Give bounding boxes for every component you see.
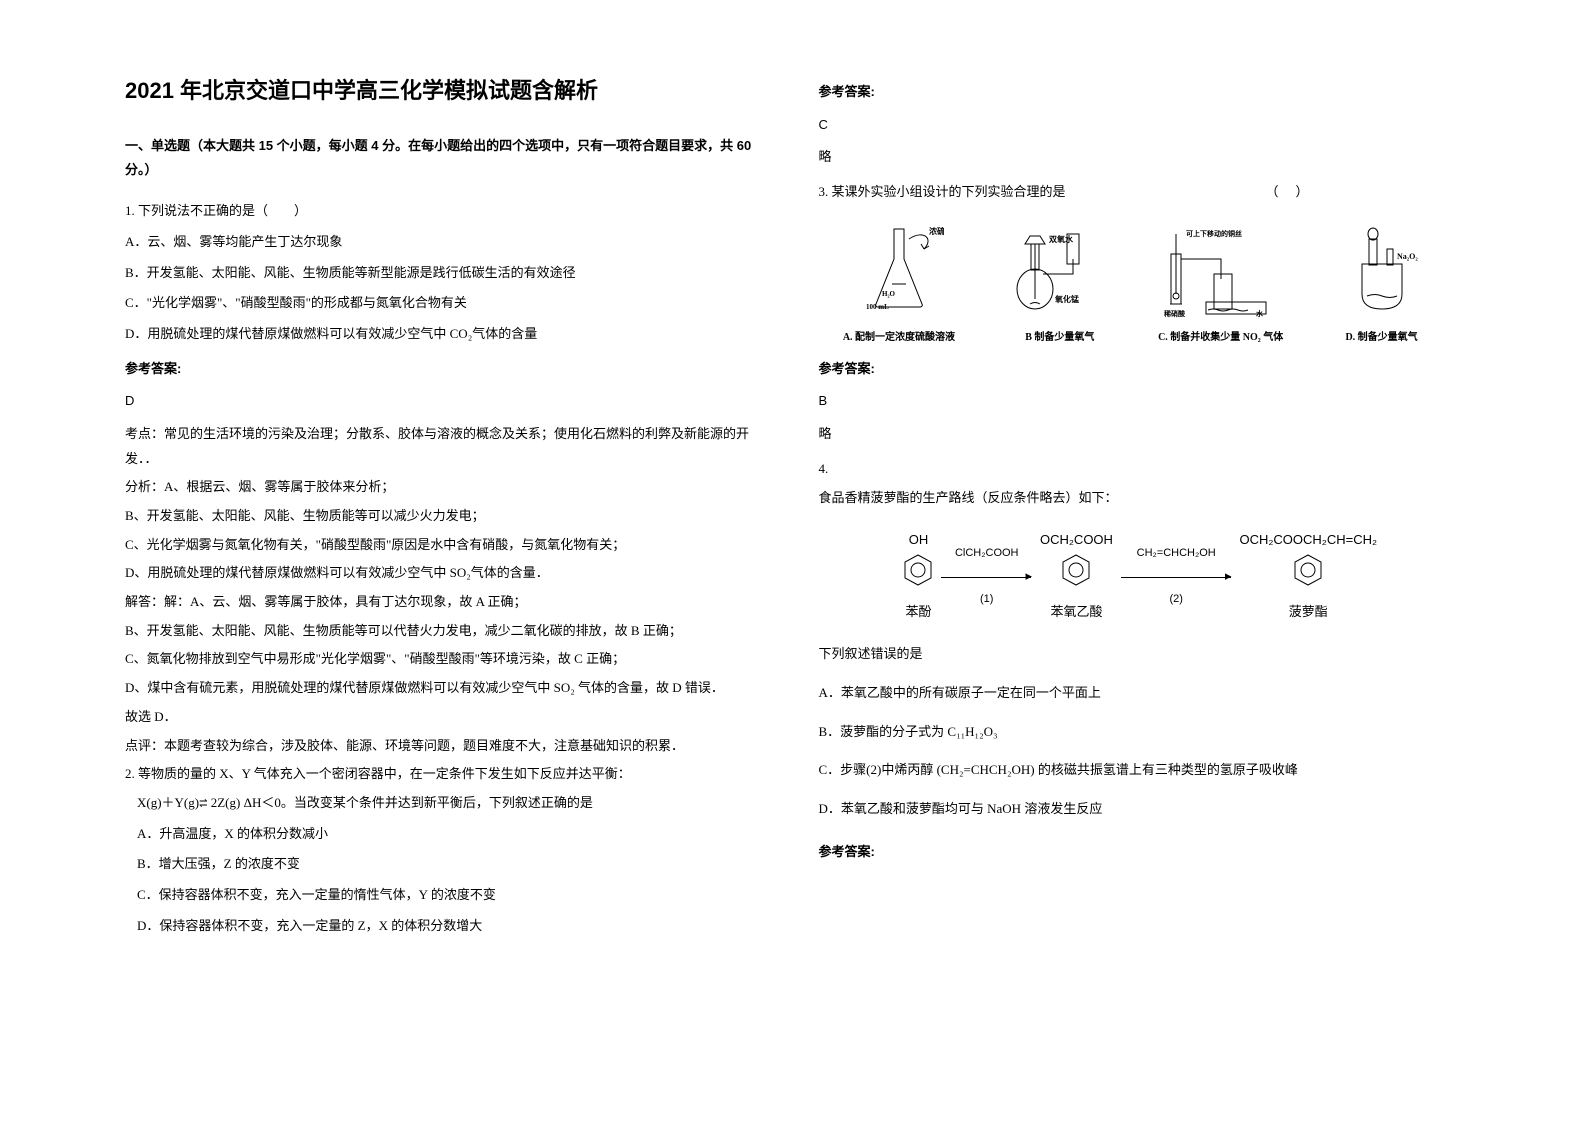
q1-opt-b: B．开发氢能、太阳能、风能、生物质能等新型能源是践行低碳生活的有效途径 xyxy=(125,261,769,286)
q2-eqn-post: 2Z(g) ΔH＜0。当改变某个条件并达到新平衡后，下列叙述正确的是 xyxy=(207,795,592,810)
phenol-molecule: OH 苯酚 xyxy=(903,528,933,624)
q2-answer-label: 参考答案: xyxy=(819,80,1463,105)
q4-opt-c: C．步骤(2)中烯丙醇 (CH₂=CHCH₂OH) 的核磁共振氢谱上有三种类型的… xyxy=(819,758,1463,783)
q3-diag-a: 浓硫酸 H₂O 100 mL A. 配制一定浓度硫酸溶液 xyxy=(834,224,964,347)
page-title: 2021 年北京交道口中学高三化学模拟试题含解析 xyxy=(125,70,769,112)
q3-diagram-set: 浓硫酸 H₂O 100 mL A. 配制一定浓度硫酸溶液 双氧水 氧化锰 B 制… xyxy=(819,217,1463,347)
phenol-name: 苯酚 xyxy=(903,600,933,625)
q4-stem: 食品香精菠萝酯的生产路线（反应条件略去）如下： xyxy=(819,486,1463,511)
step2-num: (2) xyxy=(1169,589,1182,610)
q4-num: 4. xyxy=(819,457,1463,482)
q1-exp-2: 分析：A、根据云、烟、雾等属于胶体来分析； xyxy=(125,475,769,500)
q3-diag-d-label: D. 制备少量氧气 xyxy=(1345,328,1417,347)
q2-opt-b: B．增大压强，Z 的浓度不变 xyxy=(137,852,769,877)
q3-answer: B xyxy=(819,389,1463,414)
q1-exp-1: 考点：常见的生活环境的污染及治理；分散系、胶体与溶液的概念及关系；使用化石燃料的… xyxy=(125,422,769,471)
q4-opt-b: B．菠萝酯的分子式为 C₁₁H₁₂O₃ xyxy=(819,720,1463,745)
q1-exp-11: 点评：本题考查较为综合，涉及胶体、能源、环境等问题，题目难度不大，注意基础知识的… xyxy=(125,734,769,759)
q2-equation: X(g)＋Y(g)⇀↽ 2Z(g) ΔH＜0。当改变某个条件并达到新平衡后，下列… xyxy=(137,791,769,816)
q4-reaction-scheme: OH 苯酚 ClCH₂COOH ▸ (1) OCH₂COOH 苯氧乙酸 CH₂=… xyxy=(819,528,1463,624)
svg-text:100 mL: 100 mL xyxy=(866,303,889,311)
svg-text:氧化锰: 氧化锰 xyxy=(1054,294,1079,304)
q1-exp-5: D、用脱硫处理的煤代替原煤做燃料可以有效减少空气中 SO₂气体的含量． xyxy=(125,561,769,586)
q3-stem-text: 3. 某课外实验小组设计的下列实验合理的是 xyxy=(819,184,1066,199)
ester-substituent: OCH₂COOCH₂CH=CH₂ xyxy=(1239,528,1377,553)
q3-paren: （ ） xyxy=(1266,184,1311,199)
phenoxy-name: 苯氧乙酸 xyxy=(1040,600,1113,625)
svg-text:水: 水 xyxy=(1256,309,1264,318)
q1-stem: 1. 下列说法不正确的是（ ） xyxy=(125,199,769,224)
q3-diag-b: 双氧水 氧化锰 B 制备少量氧气 xyxy=(995,224,1125,347)
reaction-arrow-2: CH₂=CHCH₂OH ▸ (2) xyxy=(1121,543,1232,609)
q2-skip: 略 xyxy=(819,145,1463,170)
q4-question: 下列叙述错误的是 xyxy=(819,642,1463,667)
phenol-substituent: OH xyxy=(903,528,933,553)
benzene-ring-icon xyxy=(1293,553,1323,587)
volumetric-flask-icon: 浓硫酸 H₂O 100 mL xyxy=(854,224,944,324)
svg-text:Na₂O₂: Na₂O₂ xyxy=(1397,252,1418,261)
q1-exp-3: B、开发氢能、太阳能、风能、生物质能等可以减少火力发电； xyxy=(125,504,769,529)
q1-exp-8: C、氮氧化物排放到空气中易形成"光化学烟雾"、"硝酸型酸雨"等环境污染，故 C … xyxy=(125,647,769,672)
svg-text:浓硫酸: 浓硫酸 xyxy=(929,226,944,236)
svg-text:稀硝酸: 稀硝酸 xyxy=(1164,309,1186,318)
q1-answer-label: 参考答案: xyxy=(125,357,769,382)
svg-text:H₂O: H₂O xyxy=(882,290,896,298)
q1-answer: D xyxy=(125,389,769,414)
q3-diag-b-label: B 制备少量氧气 xyxy=(1025,328,1094,347)
phenoxyacetic-molecule: OCH₂COOH 苯氧乙酸 xyxy=(1040,528,1113,624)
q1-exp-9: D、煤中含有硫元素，用脱硫处理的煤代替原煤做燃料可以有效减少空气中 SO₂ 气体… xyxy=(125,676,769,701)
q2-opt-c: C．保持容器体积不变，充入一定量的惰性气体，Y 的浓度不变 xyxy=(137,883,769,908)
benzene-ring-icon xyxy=(903,553,933,587)
ester-name: 菠萝酯 xyxy=(1239,600,1377,625)
q3-diag-a-label: A. 配制一定浓度硫酸溶液 xyxy=(843,328,955,347)
q2-eqn-pre: X(g)＋Y(g) xyxy=(137,795,199,810)
step1-num: (1) xyxy=(980,589,993,610)
q1-opt-d: D．用脱硫处理的煤代替原煤做燃料可以有效减少空气中 CO₂气体的含量 xyxy=(125,322,769,347)
step1-reagent: ClCH₂COOH xyxy=(955,543,1019,564)
svg-text:可上下移动的铜丝: 可上下移动的铜丝 xyxy=(1186,229,1242,238)
q2-opt-d: D．保持容器体积不变，充入一定量的 Z，X 的体积分数增大 xyxy=(137,914,769,939)
section-intro: 一、单选题（本大题共 15 个小题，每小题 4 分。在每小题给出的四个选项中，只… xyxy=(125,134,769,183)
q4-answer-label: 参考答案: xyxy=(819,840,1463,865)
benzene-ring-icon xyxy=(1061,553,1091,587)
q1-exp-6: 解答：解：A、云、烟、雾等属于胶体，具有丁达尔现象，故 A 正确； xyxy=(125,590,769,615)
q2-opt-a: A．升高温度，X 的体积分数减小 xyxy=(137,822,769,847)
q4-opt-d: D．苯氧乙酸和菠萝酯均可与 NaOH 溶液发生反应 xyxy=(819,797,1463,822)
flask-dropper-icon: Na₂O₂ xyxy=(1337,224,1427,324)
q1-exp-10: 故选 D． xyxy=(125,705,769,730)
q2-stem: 2. 等物质的量的 X、Y 气体充入一个密闭容器中，在一定条件下发生如下反应并达… xyxy=(125,762,769,787)
q3-diag-c: 可上下移动的铜丝 稀硝酸 水 C. 制备并收集少量 NO₂ 气体 xyxy=(1156,224,1286,347)
right-column: 参考答案: C 略 3. 某课外实验小组设计的下列实验合理的是 （ ） 浓硫酸 H… xyxy=(794,70,1488,1072)
gas-collection-icon: 可上下移动的铜丝 稀硝酸 水 xyxy=(1156,224,1286,324)
left-column: 2021 年北京交道口中学高三化学模拟试题含解析 一、单选题（本大题共 15 个… xyxy=(100,70,794,1072)
q4-opt-a: A．苯氧乙酸中的所有碳原子一定在同一个平面上 xyxy=(819,681,1463,706)
phenoxy-substituent: OCH₂COOH xyxy=(1040,528,1113,553)
q3-skip: 略 xyxy=(819,422,1463,447)
q3-stem: 3. 某课外实验小组设计的下列实验合理的是 （ ） xyxy=(819,180,1463,205)
q1-opt-a: A．云、烟、雾等均能产生丁达尔现象 xyxy=(125,230,769,255)
q1-opt-c: C．"光化学烟雾"、"硝酸型酸雨"的形成都与氮氧化合物有关 xyxy=(125,291,769,316)
ester-molecule: OCH₂COOCH₂CH=CH₂ 菠萝酯 xyxy=(1239,528,1377,624)
svg-text:双氧水: 双氧水 xyxy=(1049,234,1074,244)
q3-diag-c-label: C. 制备并收集少量 NO₂ 气体 xyxy=(1158,328,1283,347)
step2-reagent: CH₂=CHCH₂OH xyxy=(1137,543,1216,564)
reaction-arrow-1: ClCH₂COOH ▸ (1) xyxy=(941,543,1032,609)
q1-exp-4: C、光化学烟雾与氮氧化物有关，"硝酸型酸雨"原因是水中含有硝酸，与氮氧化物有关； xyxy=(125,533,769,558)
q2-answer: C xyxy=(819,113,1463,138)
q1-exp-7: B、开发氢能、太阳能、风能、生物质能等可以代替火力发电，减少二氧化碳的排放，故 … xyxy=(125,619,769,644)
q3-answer-label: 参考答案: xyxy=(819,357,1463,382)
gas-generator-icon: 双氧水 氧化锰 xyxy=(1005,224,1115,324)
q3-diag-d: Na₂O₂ D. 制备少量氧气 xyxy=(1317,224,1447,347)
